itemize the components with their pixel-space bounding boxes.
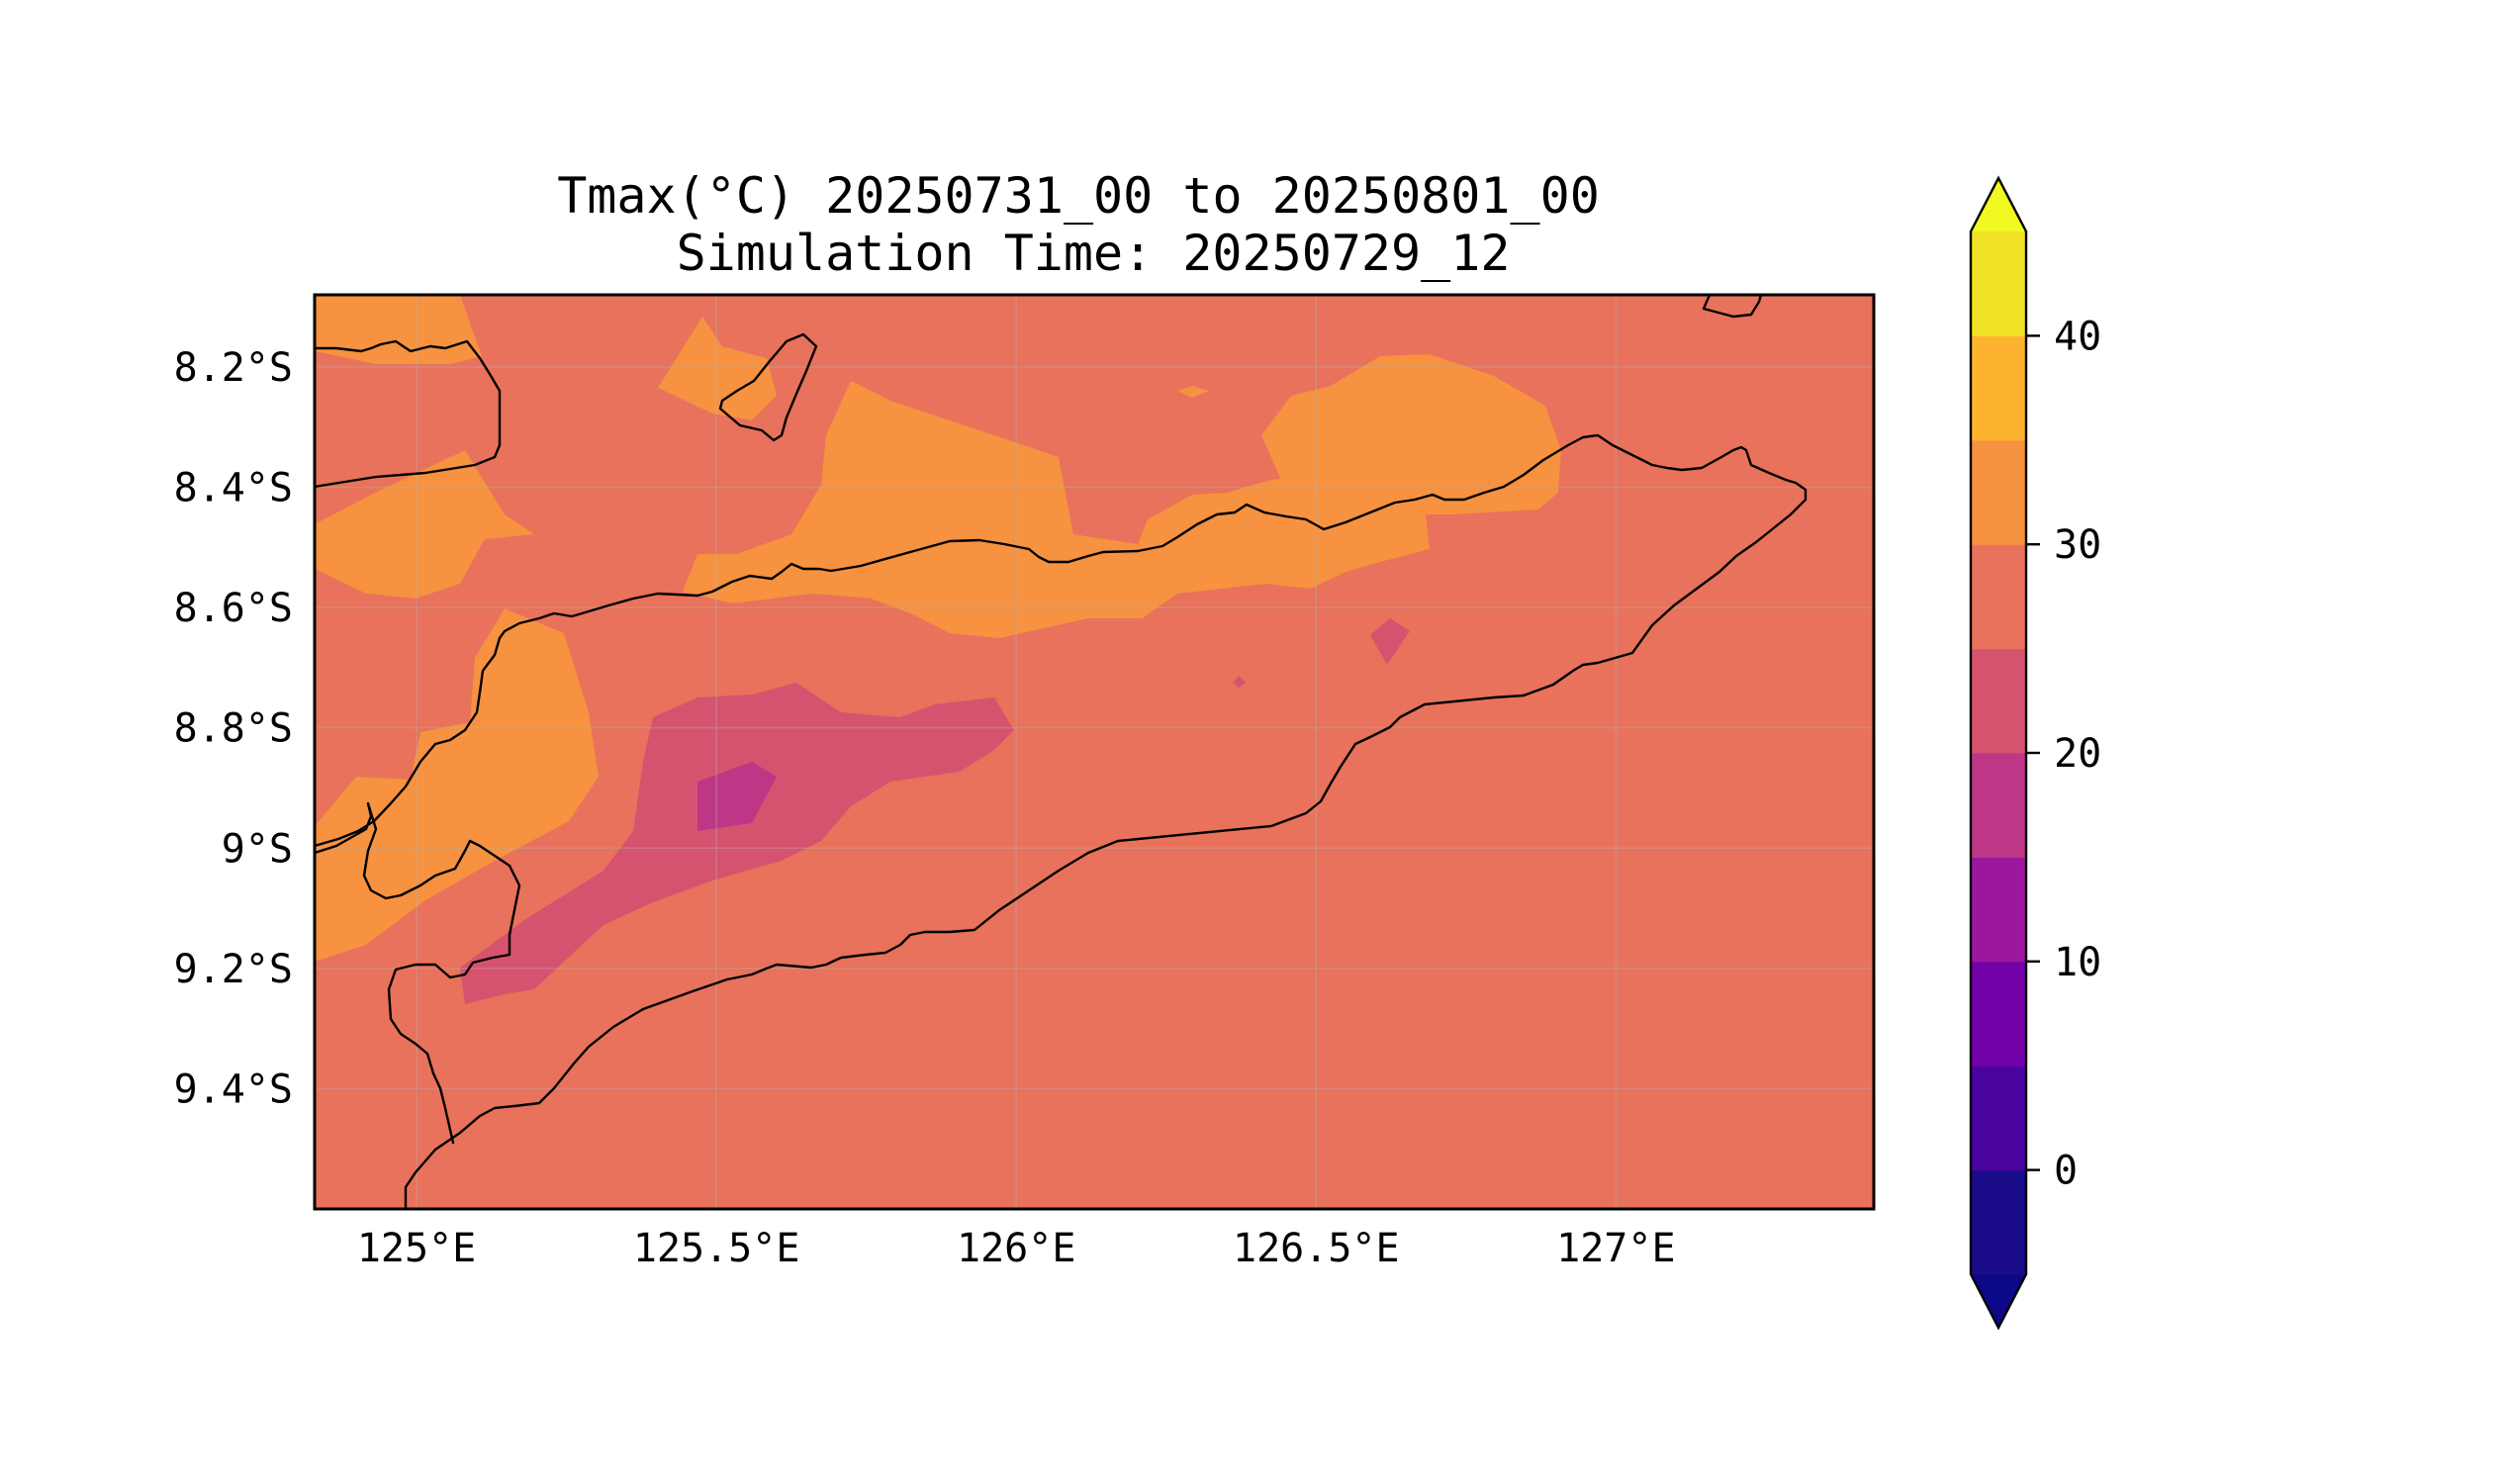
- x-tick-label: 125°E: [357, 1226, 476, 1271]
- x-tick-label: 126.5°E: [1233, 1226, 1400, 1271]
- warm-zone-northwest: [315, 295, 482, 364]
- map-gridlines: [315, 295, 1874, 1209]
- colorbar-over-triangle: [1971, 178, 2026, 232]
- cold-core-zone: [697, 762, 777, 831]
- warm-zone-north-islet: [658, 317, 777, 420]
- colorbar-segment: [1971, 439, 2026, 545]
- colorbar-segment: [1971, 335, 2026, 441]
- colorbar-segment: [1971, 961, 2026, 1067]
- coastline-north-coast: [404, 433, 1808, 1209]
- y-axis-tick-labels: 8.2°S 8.4°S 8.6°S 8.8°S 9°S 9.2°S 9.4°S: [174, 345, 293, 1112]
- colorbar-segment: [1971, 1066, 2026, 1171]
- coastline-layer: [315, 295, 1808, 1209]
- y-tick-label: 8.2°S: [174, 345, 293, 391]
- y-tick-label: 9.4°S: [174, 1067, 293, 1112]
- colorbar-segment: [1971, 753, 2026, 858]
- warm-zone-northeast: [1261, 354, 1561, 514]
- warm-zone-central: [683, 381, 1430, 638]
- colorbar-tick-label: 0: [2054, 1149, 2078, 1194]
- coastline-wetar-tip: [1702, 295, 1763, 319]
- x-tick-label: 125.5°E: [633, 1226, 800, 1271]
- y-tick-label: 8.4°S: [174, 466, 293, 511]
- cool-zone-layer: [460, 618, 1410, 1004]
- warm-zone-layer: [315, 295, 1561, 962]
- figure-subtitle: Simulation Time: 20250729_12: [677, 225, 1511, 282]
- colorbar-segments: [1971, 232, 2026, 1275]
- colorbar-tick-label: 20: [2054, 731, 2101, 777]
- colorbar-outline: [1969, 175, 2028, 1331]
- map-panel: [315, 295, 1874, 1209]
- warm-zone-speck: [1177, 386, 1209, 398]
- colorbar-tick-label: 40: [2054, 314, 2101, 359]
- coastline-north-timor: [315, 339, 502, 489]
- x-tick-label: 127°E: [1556, 1226, 1675, 1271]
- coastline-atauro-island: [718, 332, 818, 442]
- coastline-north-timor-main: [315, 636, 502, 848]
- x-axis-tick-labels: 125°E 125.5°E 126°E 126.5°E 127°E: [357, 1226, 1676, 1271]
- colorbar-segment: [1971, 544, 2026, 650]
- colorbar-ticks: 0 10 20 30 40: [2026, 314, 2101, 1194]
- coastline-north-timor-east: [315, 801, 521, 1145]
- y-tick-label: 9°S: [222, 826, 293, 872]
- cool-zone-central: [460, 683, 1014, 1004]
- y-tick-label: 8.6°S: [174, 586, 293, 631]
- colorbar: 0 10 20 30 40: [1969, 175, 2101, 1331]
- x-tick-label: 126°E: [957, 1226, 1075, 1271]
- cool-zone-east-blob: [1370, 618, 1410, 665]
- y-tick-label: 9.2°S: [174, 947, 293, 992]
- warm-zone-west: [315, 450, 534, 599]
- colorbar-tick-label: 10: [2054, 940, 2101, 985]
- warm-zone-southwest: [315, 608, 599, 962]
- figure-title: Tmax(°C) 20250731_00 to 20250801_00: [557, 167, 1600, 225]
- y-tick-label: 8.8°S: [174, 706, 293, 752]
- colorbar-segment: [1971, 232, 2026, 336]
- colorbar-segment: [1971, 1169, 2026, 1275]
- colorbar-segment: [1971, 648, 2026, 754]
- colorbar-tick-label: 30: [2054, 522, 2101, 568]
- colorbar-under-triangle: [1971, 1274, 2026, 1328]
- colorbar-segment: [1971, 857, 2026, 963]
- cool-zone-speck: [1233, 676, 1246, 688]
- map-frame: [313, 293, 1876, 1211]
